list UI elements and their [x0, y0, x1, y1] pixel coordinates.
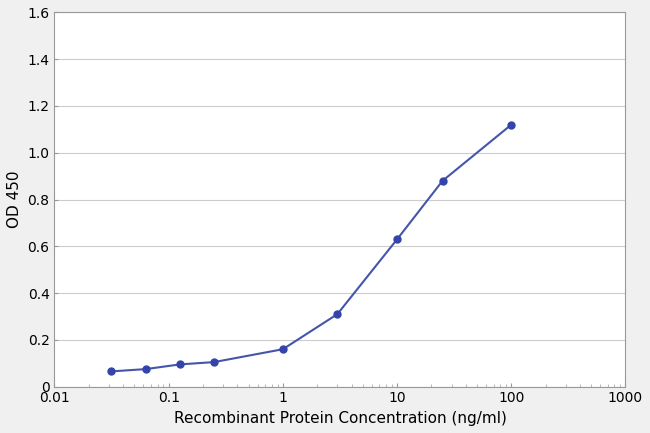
- Y-axis label: OD 450: OD 450: [7, 171, 22, 228]
- X-axis label: Recombinant Protein Concentration (ng/ml): Recombinant Protein Concentration (ng/ml…: [174, 411, 506, 426]
